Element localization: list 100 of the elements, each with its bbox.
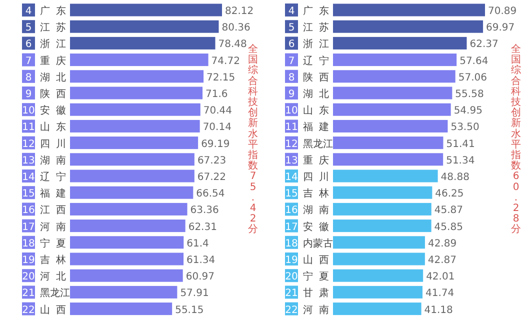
y-tick-label: 16 湖南	[285, 204, 335, 216]
data-label: 45.85	[434, 222, 463, 233]
bar	[70, 136, 198, 150]
y-tick-label: 17 安徽	[285, 220, 335, 233]
y-tick-label: 11 山东	[22, 121, 72, 134]
data-label: 57.64	[460, 56, 488, 67]
data-label: 53.50	[450, 122, 480, 134]
bar	[70, 20, 219, 33]
data-label: 82.12	[225, 6, 254, 17]
bar	[333, 170, 438, 182]
y-tick-label: 14 辽宁	[22, 171, 72, 183]
bar	[333, 302, 422, 316]
data-label: 74.72	[211, 56, 240, 67]
bar	[333, 103, 451, 116]
y-tick-label: 20 河北	[22, 270, 72, 283]
data-label: 66.54	[196, 188, 225, 200]
bar	[70, 4, 222, 16]
bar	[333, 136, 444, 150]
y-tick-label: 9 湖北	[288, 88, 335, 100]
data-label: 41.74	[426, 288, 454, 300]
data-label: 61.4	[186, 238, 209, 250]
data-label: 62.37	[470, 39, 498, 50]
data-label: 61.34	[186, 255, 216, 266]
y-tick-label: 12 四川	[22, 138, 72, 150]
bar	[70, 236, 184, 249]
data-label: 57.06	[458, 72, 487, 84]
data-label: 80.36	[222, 22, 250, 34]
bar	[70, 220, 186, 232]
bar	[70, 286, 178, 298]
y-tick-label: 11 福建	[285, 121, 335, 134]
y-tick-label: 4 广东	[288, 5, 335, 17]
data-label: 41.18	[424, 304, 453, 316]
data-label: 48.88	[440, 172, 470, 183]
y-tick-label: 13 湖南	[22, 154, 72, 166]
y-tick-label: 10 安徽	[22, 104, 72, 117]
y-tick-label: 9 陕西	[25, 88, 72, 100]
y-tick-label: 8 湖北	[25, 71, 72, 84]
bar	[333, 252, 425, 266]
data-label: 67.22	[197, 172, 226, 183]
y-tick-label: 18 宁夏	[22, 237, 72, 250]
y-tick-label: 22 山西	[22, 304, 72, 316]
data-label: 78.48	[218, 39, 247, 50]
y-tick-label: 6 浙江	[25, 38, 72, 50]
bar	[70, 170, 194, 182]
data-label: 67.23	[197, 155, 226, 166]
bar	[333, 86, 452, 100]
y-tick-label: 19 山西	[285, 254, 335, 266]
data-label: 70.89	[488, 6, 517, 17]
bar	[333, 186, 432, 199]
y-tick-label: 7 辽宁	[288, 54, 335, 67]
bar	[333, 20, 484, 33]
data-label: 71.6	[206, 89, 228, 100]
bar	[70, 186, 194, 199]
data-label: 55.15	[175, 304, 204, 316]
bar	[70, 252, 184, 266]
bar	[70, 202, 188, 216]
y-tick-label: 15 福建	[22, 188, 72, 200]
y-tick-label: 14 四川	[285, 171, 335, 183]
y-tick-label: 4 广东	[25, 5, 72, 17]
y-tick-label: 6 浙江	[288, 38, 335, 50]
bar	[70, 86, 203, 100]
bar	[333, 36, 467, 50]
data-label: 54.95	[454, 106, 482, 117]
data-label: 69.97	[486, 22, 515, 34]
bar	[333, 153, 444, 166]
bar	[333, 70, 456, 83]
text: 全国综合科技创新水平指数60.28分	[511, 44, 521, 236]
bar	[333, 202, 432, 216]
y-tick-label: 21 黑龙江	[22, 287, 70, 300]
y-tick-label: 7 重庆	[25, 54, 72, 67]
data-label: 46.25	[435, 188, 464, 200]
y-tick-label: 16 江西	[22, 204, 72, 216]
data-label: 72.15	[206, 72, 236, 84]
data-label: 60.97	[186, 272, 214, 283]
bar	[333, 236, 425, 249]
bar	[333, 286, 422, 298]
bar	[70, 54, 208, 66]
bar	[70, 70, 204, 83]
data-label: 69.19	[201, 138, 230, 150]
bar	[333, 269, 424, 282]
data-label: 55.58	[455, 89, 484, 100]
bar	[333, 120, 448, 132]
data-label: 51.34	[446, 155, 475, 166]
bar	[70, 103, 200, 116]
data-label: 70.44	[203, 106, 232, 117]
y-tick-label: 17 河南	[22, 220, 72, 233]
text: 全国综合科技创新水平指数75.42分	[248, 44, 258, 236]
data-label: 42.89	[428, 238, 457, 250]
data-label: 42.01	[426, 272, 455, 283]
data-label: 62.31	[188, 222, 217, 233]
y-tick-label: 5 江苏	[25, 22, 72, 34]
data-label: 42.87	[428, 255, 457, 266]
y-tick-label: 15 吉林	[285, 188, 335, 200]
y-tick-label: 18 内蒙古	[285, 237, 333, 250]
y-tick-label: 8 陕西	[288, 71, 335, 84]
bar	[70, 36, 216, 50]
bar	[70, 302, 172, 316]
bar	[70, 269, 183, 282]
y-tick-label: 19 吉林	[22, 254, 72, 266]
y-tick-label: 13 重庆	[285, 154, 335, 166]
